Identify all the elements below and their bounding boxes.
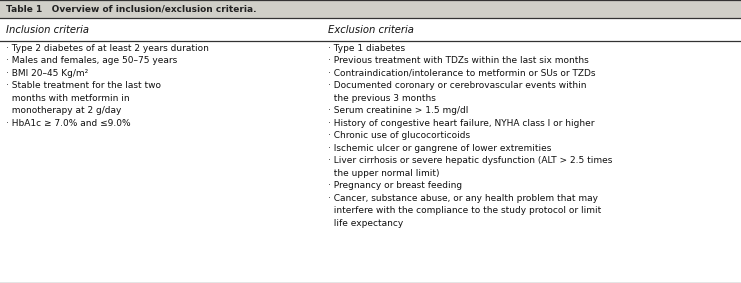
Text: · Type 1 diabetes
· Previous treatment with TDZs within the last six months
· Co: · Type 1 diabetes · Previous treatment w… <box>328 44 613 228</box>
Text: Inclusion criteria: Inclusion criteria <box>6 25 89 35</box>
Text: Exclusion criteria: Exclusion criteria <box>328 25 414 35</box>
Text: Table 1   Overview of inclusion/exclusion criteria.: Table 1 Overview of inclusion/exclusion … <box>6 5 256 14</box>
Bar <box>0 0 741 18</box>
Text: · Type 2 diabetes of at least 2 years duration
· Males and females, age 50–75 ye: · Type 2 diabetes of at least 2 years du… <box>6 44 209 128</box>
